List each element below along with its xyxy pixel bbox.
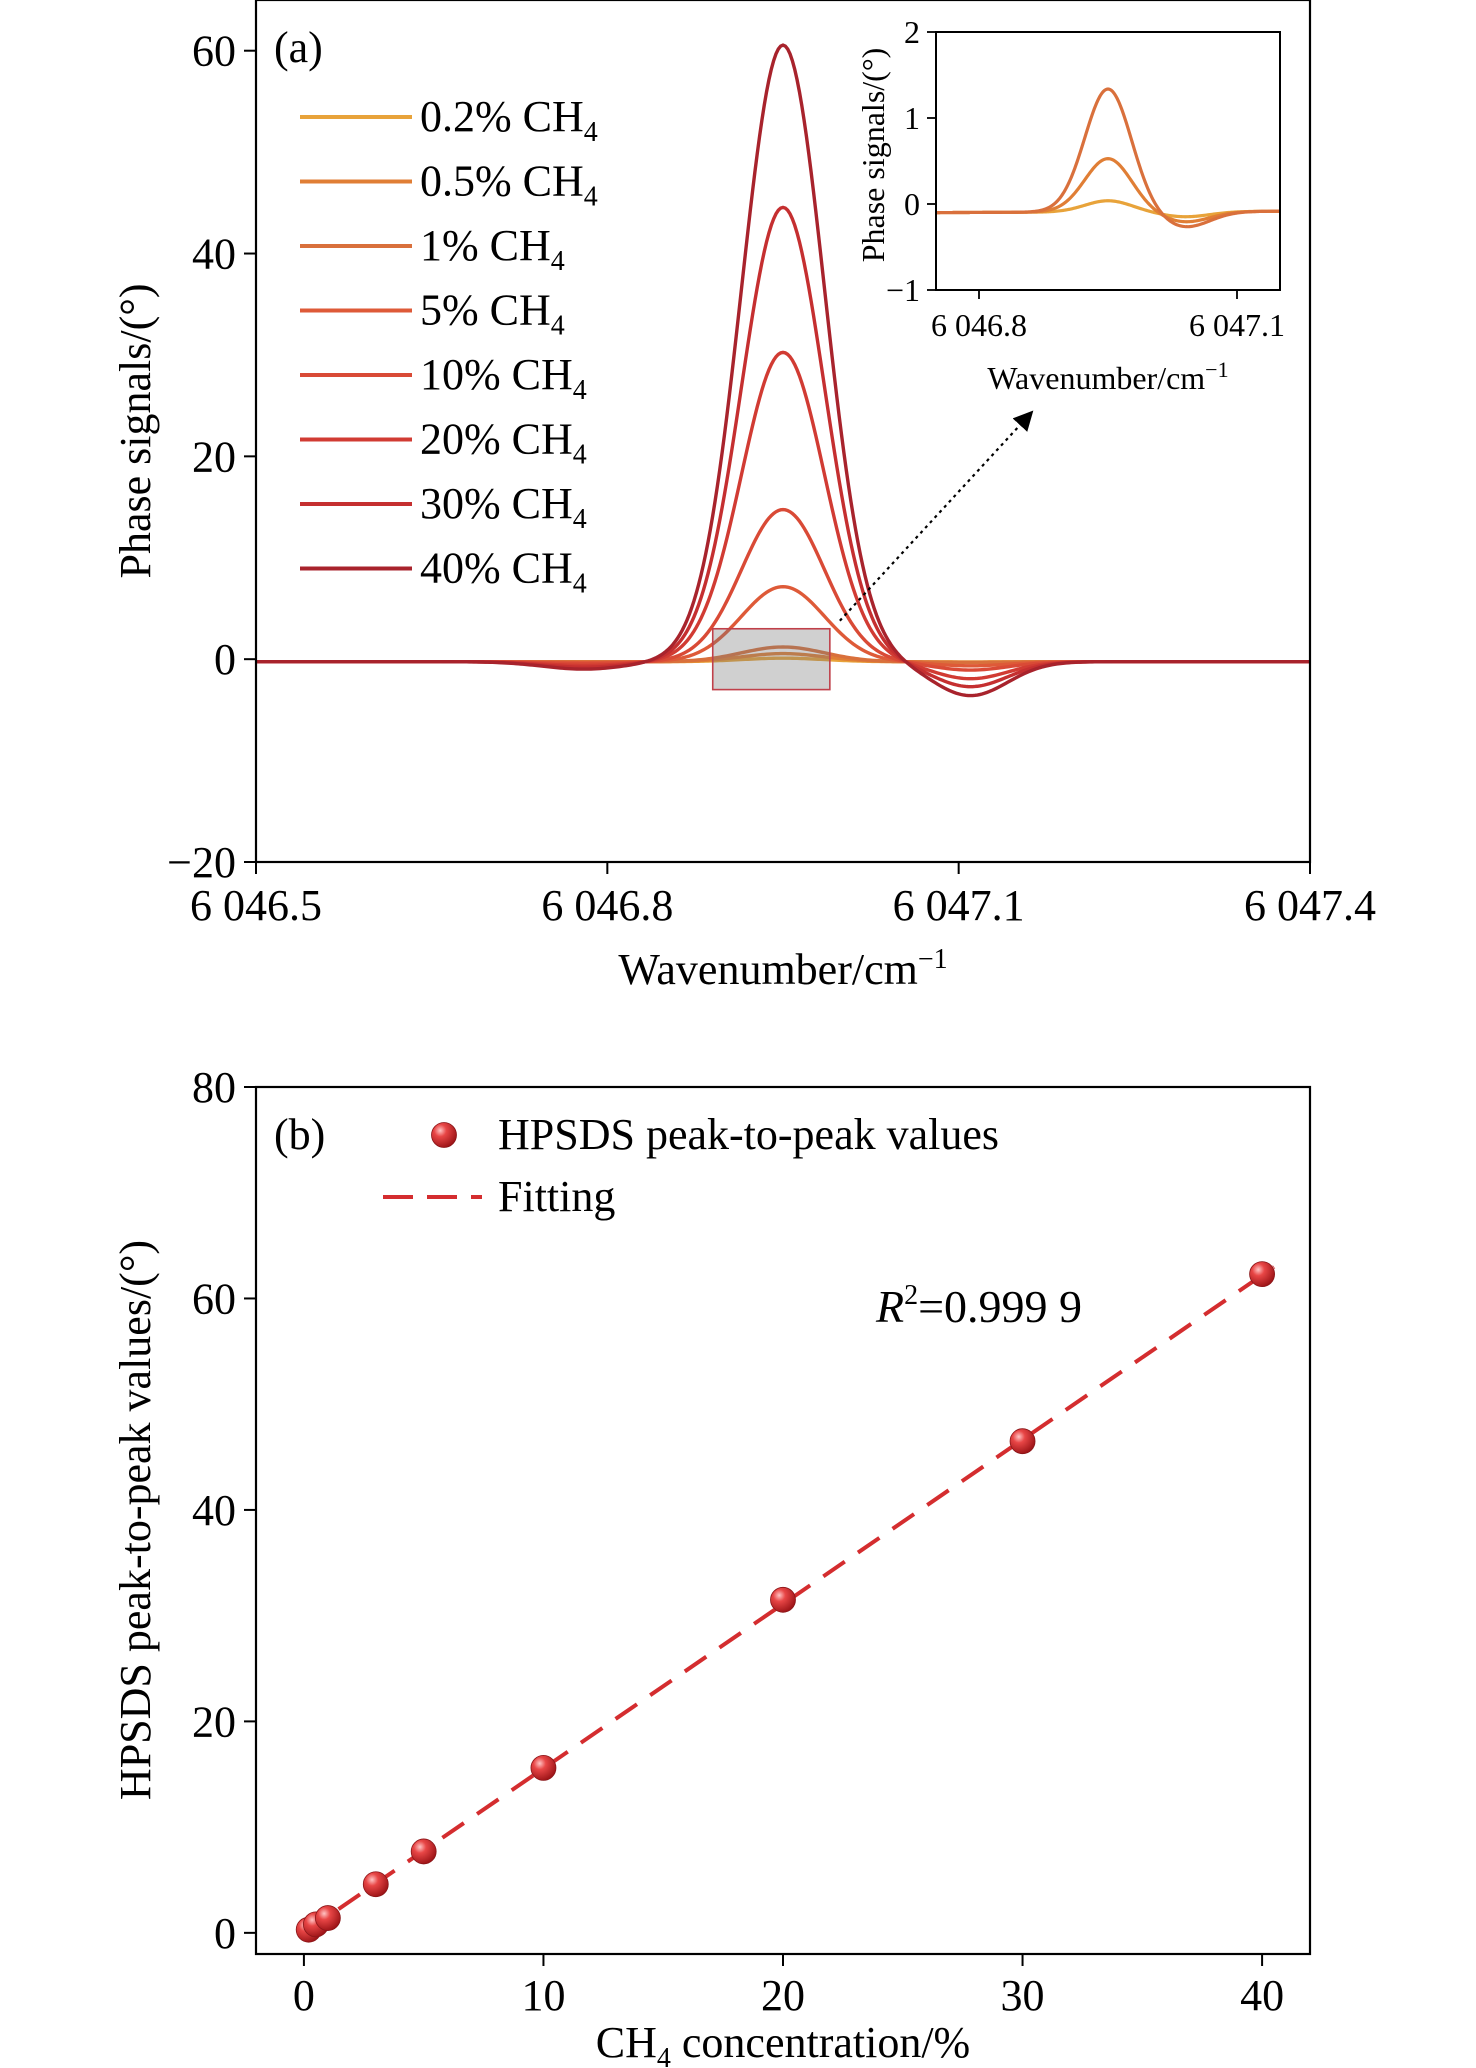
- x-tick-label: 40: [1240, 1971, 1284, 2020]
- data-point: [1009, 1428, 1036, 1455]
- panel-a-xlabel: Wavenumber/cm−1: [618, 944, 947, 994]
- y-tick-label: 20: [192, 1697, 236, 1746]
- x-tick-label: 30: [1001, 1971, 1045, 2020]
- legend-marker-points: [431, 1122, 457, 1148]
- series-line-7: [256, 205, 1310, 689]
- x-tick-label: 0: [293, 1971, 315, 2020]
- legend-label: 30% CH4: [420, 479, 587, 535]
- data-point: [362, 1871, 389, 1898]
- x-tick-label: 6 047.4: [1244, 881, 1376, 930]
- inset-y-tick-label: 0: [904, 186, 920, 222]
- inset-plot: 6 046.8 6 047.1 −1 0 1 2 Phase signals/(°) W…: [855, 14, 1285, 396]
- zoom-arrow: [839, 410, 1034, 622]
- y-tick-label: 60: [192, 27, 236, 76]
- inset-y-tick-label: −1: [886, 272, 920, 308]
- panel-a-label: (a): [274, 23, 323, 72]
- legend-label: 5% CH4: [420, 286, 565, 342]
- data-point: [410, 1838, 437, 1865]
- inset-xlabel: Wavenumber/cm−1: [987, 357, 1228, 396]
- data-point: [1249, 1261, 1275, 1288]
- legend-label: 0.2% CH4: [420, 92, 598, 148]
- series-line-8: [256, 43, 1310, 698]
- x-tick-label: 6 046.5: [190, 881, 322, 930]
- r-squared-annotation: R2=0.999 9: [875, 1280, 1082, 1332]
- panel-a-ylabel: Phase signals/(°): [111, 283, 160, 578]
- y-tick-label: −20: [167, 838, 236, 887]
- y-tick-label: 40: [192, 1486, 236, 1535]
- legend-label: 20% CH4: [420, 415, 587, 471]
- x-tick-label: 6 046.8: [541, 881, 673, 930]
- x-tick-label: 20: [761, 1971, 805, 2020]
- panel-b-xlabel: CH4 concentration/%: [596, 2018, 970, 2068]
- data-point: [314, 1905, 341, 1931]
- legend-label-points: HPSDS peak-to-peak values: [498, 1110, 999, 1159]
- data-point: [530, 1755, 557, 1781]
- y-tick-label: 80: [192, 1063, 236, 1112]
- y-tick-label: 0: [214, 1909, 236, 1958]
- y-tick-label: 40: [192, 230, 236, 279]
- panel-b: 0 10 20 30 40 0 20 40 60 80 (b) HPSDS peak-to-pe…: [111, 1063, 1312, 2068]
- inset-frame: [935, 31, 1281, 291]
- panel-b-label: (b): [274, 1110, 325, 1159]
- legend-label-fit: Fitting: [498, 1172, 615, 1221]
- inset-y-tick-label: 2: [904, 14, 920, 50]
- legend-label: 40% CH4: [420, 544, 587, 600]
- x-tick-label: 6 047.1: [893, 881, 1025, 930]
- legend-label: 0.5% CH4: [420, 157, 598, 213]
- y-tick-label: 60: [192, 1274, 236, 1323]
- panel-a: 6 046.5 6 046.8 6 047.1 6 047.4 −200204060 …: [111, 0, 1376, 994]
- y-tick-label: 20: [192, 432, 236, 481]
- zoom-region-box: [711, 627, 831, 691]
- inset-x-tick-label: 6 047.1: [1189, 307, 1285, 343]
- inset-ylabel: Phase signals/(°): [855, 48, 891, 263]
- panel-a-frame: [254, 0, 1312, 864]
- inset-series-line-3: [936, 87, 1280, 229]
- data-point: [770, 1586, 796, 1613]
- legend-label: 10% CH4: [420, 350, 587, 406]
- panel-b-ylabel: HPSDS peak-to-peak values/(°): [111, 1240, 160, 1800]
- x-tick-label: 10: [521, 1971, 565, 2020]
- y-tick-label: 0: [214, 635, 236, 684]
- inset-y-tick-label: 1: [904, 100, 920, 136]
- legend-label: 1% CH4: [420, 221, 565, 277]
- panel-b-frame: [254, 1085, 1312, 1956]
- inset-x-tick-label: 6 046.8: [931, 307, 1027, 343]
